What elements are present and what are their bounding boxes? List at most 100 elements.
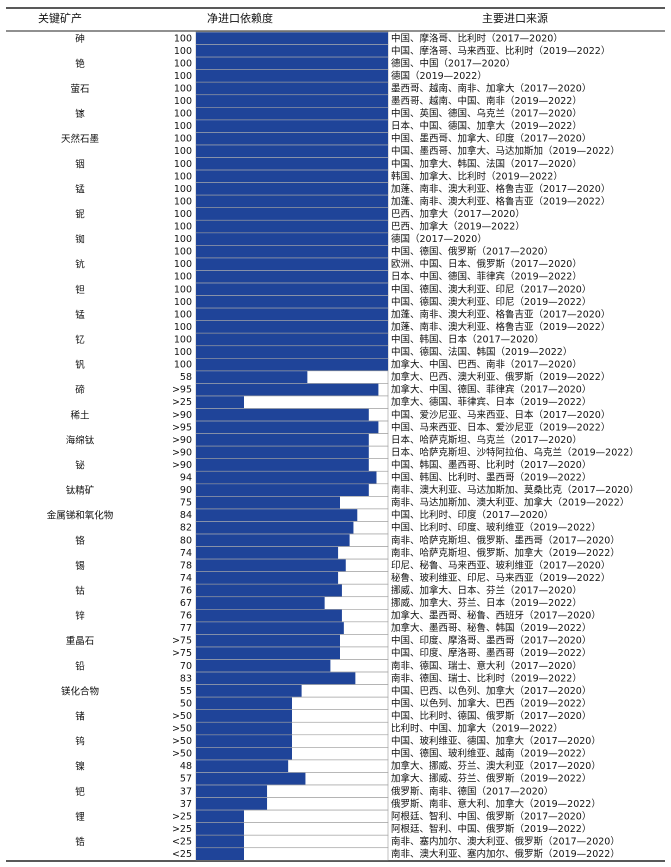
mineral: 锰 [75,309,85,321]
mineral: 钽 [75,284,85,296]
source: 南非、澳大利亚、塞内加尔、俄罗斯（2019—2022） [391,848,620,860]
dependence-value: 37 [180,799,192,810]
bar [196,710,292,722]
dependence-value: 100 [174,272,192,283]
bar [196,597,325,609]
dependence-value: 84 [180,510,192,521]
dependence-value: 100 [174,121,192,132]
source: 中国、马来西亚、日本、爱沙尼亚（2019—2022） [391,421,610,433]
bar [196,571,339,584]
dependence-value: 100 [174,83,192,94]
bar [196,697,292,710]
header: 关键矿产 [38,11,82,25]
source: 中国、加拿大、韩国、法国（2017—2020） [391,158,582,170]
source: 中国、玻利维亚、德国、加拿大（2017—2020） [391,735,601,747]
source: 加拿大、德国、菲律宾、日本（2019—2022） [391,396,591,408]
bar [196,69,388,82]
dependence-value: 100 [174,146,192,157]
bar [196,120,388,133]
bar [196,609,342,622]
bar [196,684,302,697]
source: 南非、哈萨克斯坦、俄罗斯、墨西哥（2017—2020） [391,534,620,546]
dependence-value: 100 [174,322,192,333]
source: 阿根廷、智利、中国、俄罗斯（2017—2020） [391,810,591,822]
dependence-value: >25 [172,824,192,835]
bar [196,521,354,534]
source: 加拿大、墨西哥、秘鲁、西班牙（2017—2020） [391,610,601,622]
bar [196,95,388,107]
mineral: 金属锑和氧化物 [47,510,114,522]
source: 加拿大、中国、巴西、南非（2017—2020） [391,359,582,371]
mineral: 锆 [75,836,85,848]
dependence-value: 100 [174,58,192,69]
source: 德国（2019—2022） [391,70,487,82]
source: 加蓬、南非、澳大利亚、格鲁吉亚（2019—2022） [391,195,610,207]
mineral: 钒 [75,359,85,371]
mineral: 钯 [75,786,85,798]
bar [196,584,342,597]
bar [196,308,388,321]
dependence-value: >50 [172,736,192,747]
bar [196,509,358,522]
dependence-value: 90 [180,485,192,496]
source: 印尼、秘鲁、马来西亚、玻利维亚（2017—2020） [391,559,610,571]
dependence-value: 67 [180,598,192,609]
bar [196,208,388,220]
dependence-value: 100 [174,46,192,57]
dependence-value: 57 [180,774,192,785]
source: 中国、韩国、日本（2017—2020） [391,333,544,345]
dependence-value: 58 [180,372,192,383]
mineral: 铋 [75,459,85,471]
bar [196,320,388,333]
source: 南非、马达加斯加、澳大利亚、加拿大（2019—2022） [391,497,629,509]
bar [196,421,379,434]
source: 中国、英国、德国、乌克兰（2017—2020） [391,108,582,120]
bar [196,622,344,635]
source: 中国、德国、法国、韩国（2019—2022） [391,346,572,358]
mineral: 铷 [75,234,85,246]
source: 俄罗斯、南非、德国（2017—2020） [391,785,553,797]
dependence-value: 100 [174,259,192,270]
mineral: 锰 [75,183,85,195]
bar [196,634,340,647]
bar [196,471,377,484]
source: 南非、塞内加尔、澳大利亚、俄罗斯（2017—2020） [391,835,620,847]
source: 中国、德国、澳大利亚、印尼（2019—2022） [391,296,591,308]
bar [196,82,388,95]
dependence-value: >50 [172,711,192,722]
bar [196,383,379,396]
mineral: 锂 [75,811,85,823]
bar [196,534,350,547]
bar [196,822,244,835]
source: 中国、墨西哥、加拿大、印度（2017—2020） [391,133,591,145]
bar [196,270,388,283]
mineral: 钴 [75,585,85,597]
bar [196,32,388,45]
bar [196,145,388,158]
dependence-value: 74 [180,573,192,584]
dependence-value: 100 [174,184,192,195]
bar [196,546,339,559]
source: 南非、德国、瑞士、比利时（2019—2022） [391,672,582,684]
bar [196,358,388,371]
mineral: 锌 [75,610,85,622]
bar [196,170,388,183]
dependence-value: 70 [180,661,192,672]
source: 加拿大、墨西哥、秘鲁、韩国（2019—2022） [391,622,591,634]
bar [196,772,306,785]
bar [196,346,388,358]
dependence-value: 76 [180,585,192,596]
mineral: 碲 [75,384,85,396]
dependence-value: >90 [172,410,192,421]
dependence-value: 100 [174,33,192,44]
bar [196,647,340,660]
dependence-value: 78 [180,560,192,571]
dependence-value: 82 [180,523,192,534]
bar [196,760,289,773]
bar [196,333,388,346]
source: 中国、爱沙尼亚、马来西亚、日本（2017—2020） [391,409,610,421]
bar [196,672,356,685]
source: 中国、比利时、德国、俄罗斯（2017—2020） [391,710,591,722]
source: 南非、澳大利亚、马达加斯加、莫桑比克（2017—2020） [391,484,639,496]
